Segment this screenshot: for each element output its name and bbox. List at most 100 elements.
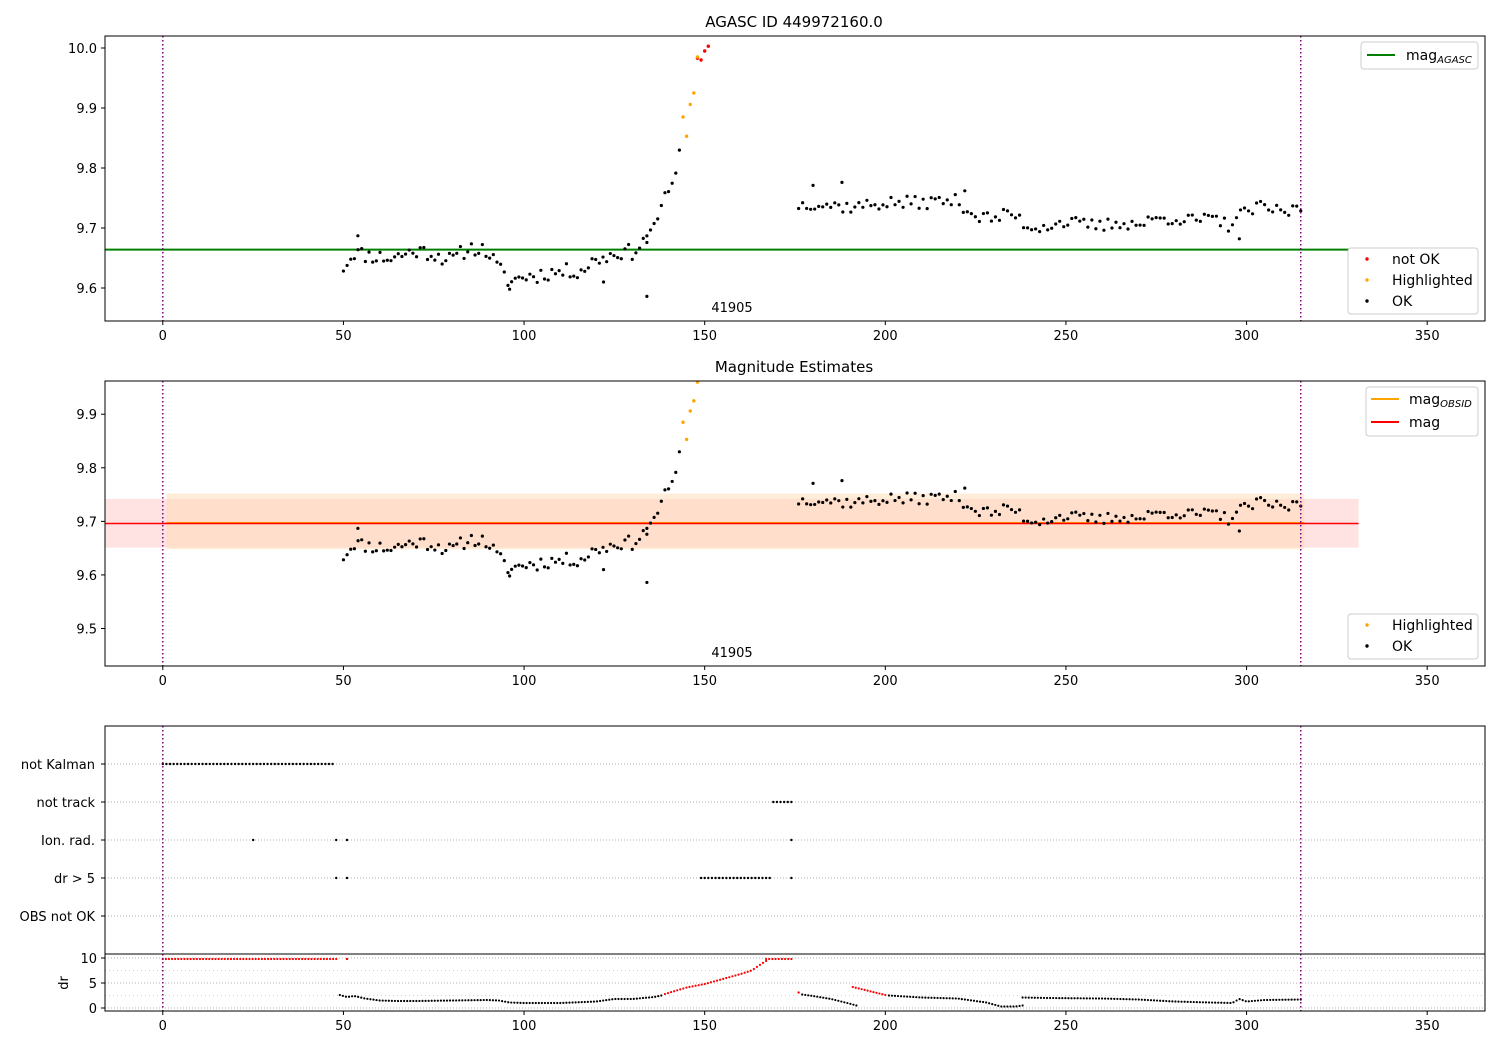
flag-row-label: not Kalman: [21, 758, 95, 773]
x-tick-label: 150: [692, 329, 717, 344]
dr-point: [1125, 998, 1128, 1001]
dr-point: [840, 1000, 843, 1003]
dr-point: [1104, 997, 1107, 1000]
ok-point: [961, 210, 965, 214]
x-tick-label: 300: [1234, 329, 1259, 344]
ok-point: [601, 545, 605, 549]
dr-point: [963, 998, 966, 1001]
dr-point-flagged: [335, 957, 338, 961]
ok-point: [1166, 516, 1170, 520]
ok-point: [356, 234, 360, 238]
ok-point: [861, 501, 865, 505]
dr-point-flagged: [279, 957, 282, 961]
ok-point: [360, 538, 364, 542]
flag-point: [269, 762, 273, 766]
dr-point: [605, 999, 608, 1002]
dr-point-flagged: [728, 976, 731, 979]
dr-point: [602, 999, 605, 1002]
ok-point: [513, 564, 517, 568]
dr-point: [1042, 996, 1046, 1000]
dr-point: [553, 1001, 556, 1005]
ok-point: [508, 574, 512, 578]
flag-point: [273, 762, 276, 766]
dr-point: [390, 999, 393, 1002]
ok-point: [1258, 199, 1263, 204]
dr-point: [550, 1001, 553, 1005]
ok-point: [491, 252, 495, 257]
ok-point: [1238, 503, 1243, 507]
ok-point: [1078, 219, 1082, 223]
ok-point: [865, 495, 869, 499]
dr-point: [1116, 997, 1119, 1001]
ok-point: [881, 203, 885, 207]
ok-point: [440, 262, 444, 266]
dr-point: [491, 999, 495, 1002]
dr-point: [632, 997, 635, 1000]
ok-point: [601, 280, 606, 284]
ok-point: [1034, 227, 1038, 231]
dr-point: [1195, 1001, 1198, 1004]
ok-point: [845, 201, 849, 205]
ok-point: [605, 260, 609, 264]
dr-point: [801, 993, 804, 996]
ok-point: [833, 201, 837, 205]
flag-point: [757, 876, 761, 880]
dr-point-flagged: [709, 981, 713, 984]
panel4-ylabel: dr: [57, 976, 72, 990]
dr-point-flagged: [270, 957, 273, 961]
dr-point: [1143, 998, 1146, 1001]
ok-point: [1263, 203, 1267, 207]
dr-point-flagged: [192, 957, 195, 961]
dr-point: [960, 997, 963, 1001]
ok-point: [811, 481, 815, 485]
dr-point: [651, 996, 654, 999]
ok-point: [1250, 507, 1255, 511]
dr-point: [972, 999, 976, 1002]
dr-point: [991, 1002, 994, 1006]
dr-point: [540, 1001, 544, 1005]
x-tick-label: 200: [873, 1019, 898, 1034]
dr-point: [657, 995, 660, 998]
ok-point: [965, 505, 969, 509]
ok-point: [1158, 216, 1162, 220]
dr-point: [994, 1003, 997, 1007]
legend-mag-agasc: mag: [1406, 48, 1437, 64]
dr-point: [1030, 996, 1033, 999]
flag-point: [345, 876, 349, 880]
ok-point: [488, 256, 492, 260]
dr-point: [1149, 999, 1153, 1002]
ok-point: [877, 502, 881, 506]
dr-point: [1049, 996, 1052, 1000]
ok-point: [623, 538, 627, 542]
dr-point: [482, 998, 485, 1002]
dr-point: [852, 1003, 855, 1006]
dr-point-flagged: [266, 957, 270, 961]
ok-point: [1138, 517, 1142, 521]
ok-point: [1142, 223, 1146, 227]
ok-point: [1046, 521, 1050, 525]
flag-point: [259, 762, 262, 766]
dr-point-flagged: [325, 957, 329, 961]
dr-point: [831, 998, 834, 1001]
ok-point: [1146, 509, 1150, 514]
flag-point: [313, 762, 316, 766]
ok-point: [1017, 508, 1022, 512]
ok-point: [374, 549, 378, 553]
dr-point: [556, 1001, 559, 1005]
dr-point: [504, 1000, 507, 1003]
dr-point: [930, 996, 933, 999]
ok-point: [586, 266, 590, 270]
dr-point-flagged: [663, 992, 667, 996]
dr-point-flagged: [764, 957, 768, 961]
ok-point: [495, 550, 499, 554]
ok-point: [881, 499, 885, 503]
dr-point: [626, 997, 629, 1001]
dr-point: [933, 996, 936, 999]
ok-point: [1122, 515, 1126, 520]
ok-point: [605, 549, 609, 554]
dr-point: [906, 995, 909, 998]
ok-point: [925, 502, 929, 506]
dr-point: [436, 999, 439, 1002]
dr-point: [837, 999, 840, 1002]
ok-point: [917, 502, 921, 506]
